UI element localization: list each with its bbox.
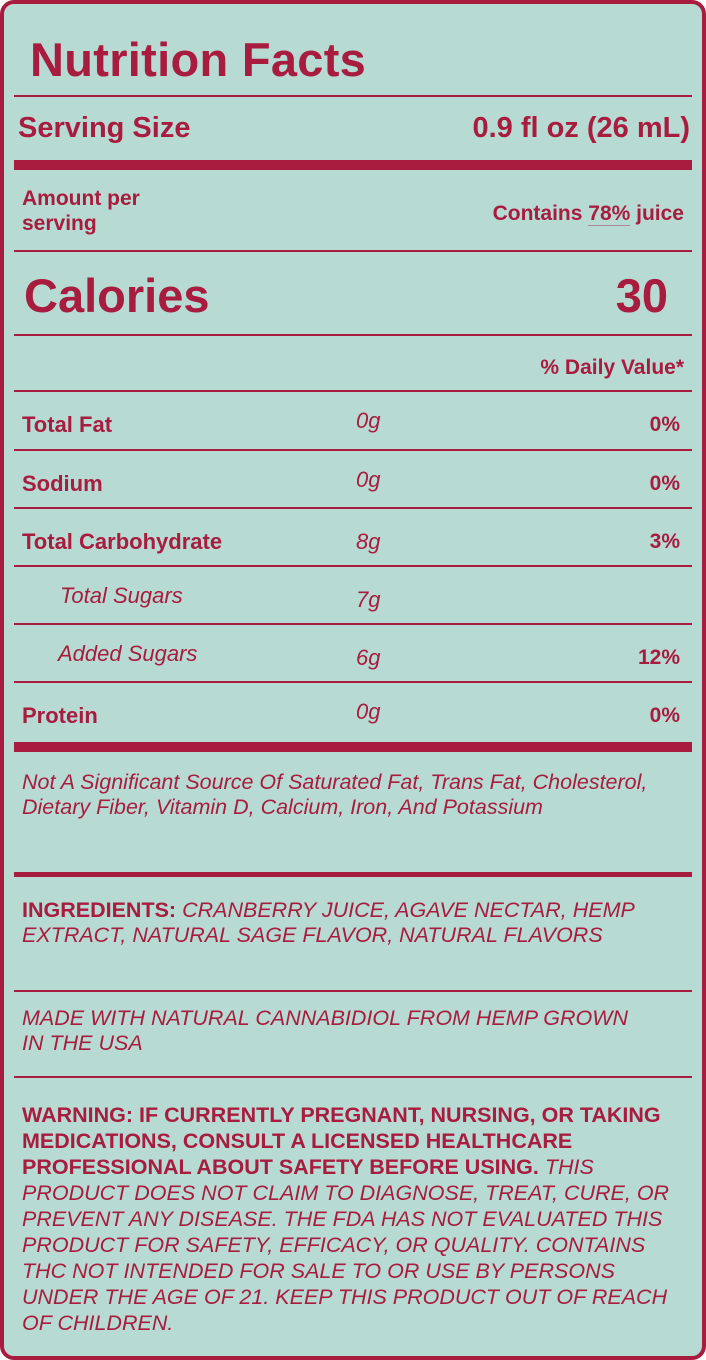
calories-label: Calories [24,269,210,322]
thick-divider [14,160,692,170]
divider [14,390,692,392]
serving-size-label: Serving Size [18,112,191,144]
daily-value-header: % Daily Value* [540,356,684,379]
divider [14,565,692,567]
juice-suffix: juice [630,202,684,225]
nutrient-row-sodium: Sodium 0g 0% [14,451,692,509]
nutrient-name: Total Sugars [60,583,183,608]
not-significant-note: Not A Significant Source Of Saturated Fa… [22,770,648,819]
juice-percent: 78% [588,202,631,226]
juice-content: Contains 78% juice [493,202,684,226]
nutrient-row-total-fat: Total Fat 0g 0% [14,392,692,450]
nutrient-dv: 3% [649,530,680,553]
ingredients-label: INGREDIENTS: [22,898,177,922]
nutrient-name: Total Fat [22,412,113,437]
nutrient-amount: 0g [356,699,381,724]
nutrient-amount: 8g [356,529,381,554]
divider [14,1076,692,1078]
amount-line-2: serving [22,212,97,235]
nutrient-amount: 6g [356,645,381,670]
divider [14,623,692,625]
nutrient-dv: 0% [649,413,680,436]
thick-divider [14,742,692,752]
ingredients: INGREDIENTS: CRANBERRY JUICE, AGAVE NECT… [22,898,680,947]
amount-line-1: Amount per [22,187,140,210]
warning-italic: THIS PRODUCT DOES NOT CLAIM TO DIAGNOSE,… [22,1155,670,1335]
nutrient-dv: 0% [649,472,680,495]
divider [14,681,692,683]
divider [14,95,692,97]
made-with-note: MADE WITH NATURAL CANNABIDIOL FROM HEMP … [22,1006,629,1055]
divider [14,250,692,252]
nutrient-name: Added Sugars [58,641,198,666]
nutrient-row-added-sugars: Added Sugars 6g 12% [14,625,692,683]
nutrient-dv: 12% [637,646,680,669]
nutrient-amount: 0g [356,467,381,492]
nutrient-name: Total Carbohydrate [22,529,223,554]
nutrient-dv: 0% [649,704,680,727]
divider [14,507,692,509]
serving-size-value: 0.9 fl oz (26 mL) [472,112,690,144]
amount-per-serving: Amount per serving [22,186,140,236]
warning-bold: WARNING: IF CURRENTLY PREGNANT, NURSING,… [22,1103,661,1179]
nutrient-name: Sodium [22,471,103,496]
warning: WARNING: IF CURRENTLY PREGNANT, NURSING,… [22,1102,680,1336]
juice-prefix: Contains [492,202,589,225]
nutrient-amount: 7g [356,587,381,612]
ingredients-text: CRANBERRY JUICE, AGAVE NECTAR, HEMP EXTR… [22,898,635,947]
nutrient-row-total-carbohydrate: Total Carbohydrate 8g 3% [14,509,692,567]
nutrient-amount: 0g [356,408,381,433]
divider [14,334,692,336]
nutrient-row-total-sugars: Total Sugars 7g [14,567,692,625]
nutrient-name: Protein [22,703,98,728]
divider [14,449,692,451]
nutrient-row-protein: Protein 0g 0% [14,683,692,741]
medium-divider [14,872,692,877]
divider [14,990,692,992]
calories-value: 30 [615,269,668,322]
title: Nutrition Facts [30,33,367,86]
